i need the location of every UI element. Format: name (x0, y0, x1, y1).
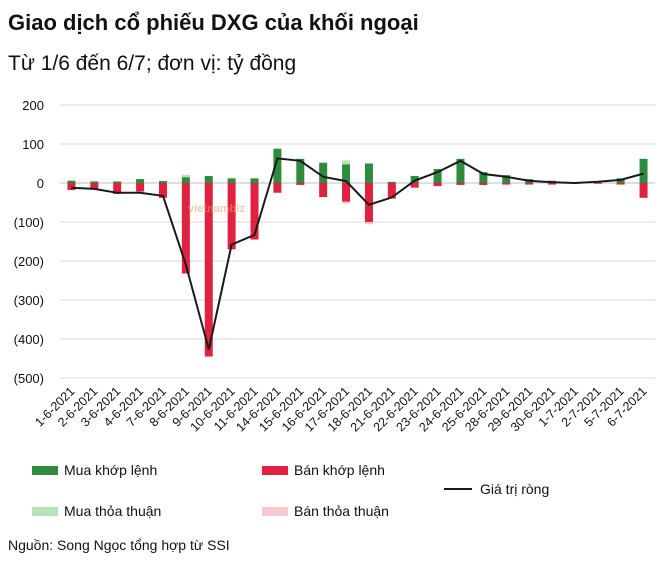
bar-sell-match (90, 183, 99, 189)
bar-sell-match (456, 183, 465, 185)
y-tick-label: (200) (14, 254, 44, 269)
legend-sell-match: Bán khớp lệnh (262, 462, 385, 478)
bar-sell-match (227, 183, 236, 250)
legend-buy-match: Mua khớp lệnh (32, 462, 157, 478)
bar-buy-match (410, 175, 419, 183)
bar-buy-deal (181, 174, 190, 178)
y-tick-label: 100 (22, 137, 44, 152)
legend-label-buy-deal: Mua thỏa thuận (64, 503, 162, 519)
chart-subtitle: Từ 1/6 đến 6/7; đơn vị: tỷ đồng (8, 52, 297, 75)
legend-net: Giá trị ròng (444, 481, 549, 497)
bar-buy-match (502, 175, 511, 183)
bar-sell-match (113, 183, 122, 194)
legend-label-buy-match: Mua khớp lệnh (64, 462, 158, 478)
bar-sell-match (639, 183, 648, 198)
bar-sell-match (479, 183, 488, 185)
bar-sell-match (342, 183, 351, 202)
bar-sell-match (67, 183, 76, 191)
bar-sell-match (364, 183, 373, 222)
chart-title: Giao dịch cổ phiếu DXG của khối ngoại (8, 10, 419, 35)
bar-sell-match (158, 183, 167, 198)
bar-sell-match (273, 183, 282, 193)
bar-sell-match (525, 183, 534, 185)
bar-buy-match (433, 168, 442, 183)
bar-sell-match (181, 183, 190, 274)
legend-label-sell-deal: Bán thỏa thuận (294, 503, 389, 519)
bar-sell-deal (342, 201, 351, 204)
legend-label-net: Giá trị ròng (480, 481, 550, 497)
bar-sell-deal (364, 222, 373, 225)
y-tick-label: 200 (22, 98, 44, 113)
bar-buy-match (273, 148, 282, 183)
bar-sell-match (616, 183, 625, 185)
bar-buy-match (639, 158, 648, 183)
bar-buy-match (181, 177, 190, 183)
bar-buy-match (227, 178, 236, 183)
legend-swatch-net (444, 488, 472, 490)
bar-buy-match (364, 163, 373, 183)
watermark-logo: vietnambiz (188, 203, 245, 215)
bar-buy-match (136, 179, 145, 183)
legend-swatch-sell-deal (262, 506, 288, 516)
bar-sell-match (136, 183, 145, 192)
bar-buy-match (296, 158, 305, 183)
bar-sell-match (250, 183, 259, 240)
bar-sell-match (593, 183, 602, 184)
bar-sell-match (204, 183, 213, 357)
legend-swatch-buy-match (32, 465, 58, 475)
bar-sell-match (319, 183, 328, 198)
bar-sell-match (433, 183, 442, 187)
bar-sell-match (387, 183, 396, 199)
legend-sell-deal: Bán thỏa thuận (262, 503, 389, 519)
source-note: Nguồn: Song Ngọc tổng hợp từ SSI (8, 537, 230, 553)
bar-sell-match (502, 183, 511, 185)
y-tick-label: (300) (14, 293, 44, 308)
bar-buy-match (456, 158, 465, 183)
bar-buy-match (387, 181, 396, 183)
bar-buy-match (250, 178, 259, 183)
bar-sell-match (296, 183, 305, 185)
net-value-line (71, 157, 644, 350)
legend-swatch-sell-match (262, 465, 288, 475)
bar-buy-match (113, 181, 122, 183)
bar-buy-match (319, 162, 328, 183)
bar-sell-match (410, 183, 419, 188)
bar-buy-match (90, 181, 99, 183)
y-tick-label: 0 (37, 176, 44, 191)
bar-buy-match (204, 175, 213, 183)
bar-buy-match (479, 172, 488, 183)
bar-buy-match (158, 181, 167, 183)
bar-buy-match (342, 164, 351, 183)
legend-label-sell-match: Bán khớp lệnh (294, 462, 385, 478)
bar-buy-deal (342, 160, 351, 165)
y-tick-label: (100) (14, 215, 44, 230)
y-tick-label: (500) (14, 371, 44, 386)
y-tick-label: (400) (14, 332, 44, 347)
legend-swatch-buy-deal (32, 506, 58, 516)
bar-sell-match (548, 183, 557, 185)
bar-buy-match (67, 180, 76, 183)
legend-buy-deal: Mua thỏa thuận (32, 503, 161, 519)
